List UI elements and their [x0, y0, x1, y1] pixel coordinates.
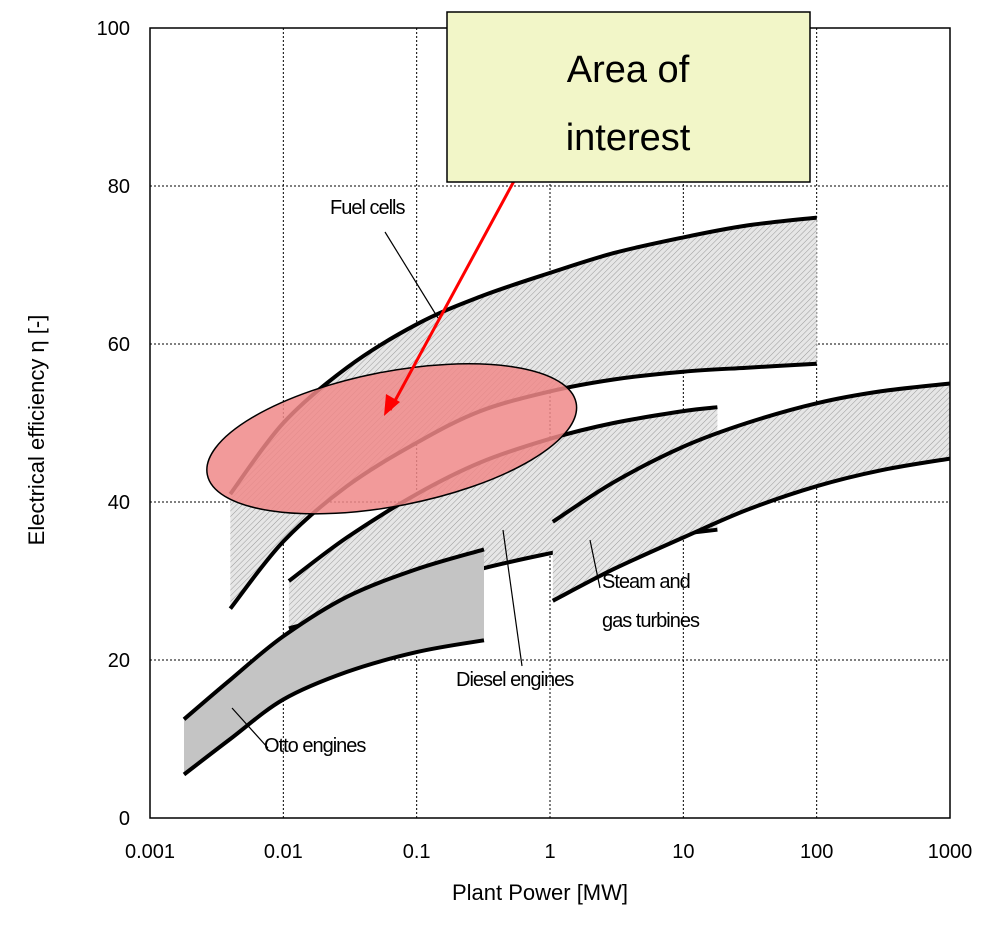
- y-tick-label: 60: [108, 334, 130, 356]
- x-tick-label: 1: [544, 841, 555, 863]
- x-tick-label: 0.01: [264, 841, 303, 863]
- efficiency-bands: [182, 215, 951, 777]
- highlight-ellipse: [206, 363, 578, 515]
- x-axis-title: Plant Power [MW]: [452, 880, 628, 905]
- x-tick-label: 0.1: [403, 841, 431, 863]
- steam-and-gas-turbines-upper-curve: [551, 381, 951, 524]
- otto-engines-leader: [231, 707, 269, 749]
- y-tick-label: 80: [108, 176, 130, 198]
- y-tick-label: 100: [97, 18, 130, 40]
- callout-text-line2: interest: [566, 117, 691, 159]
- otto-engines-upper-curve: [182, 547, 485, 721]
- x-tick-labels: 0.001 0.01 0.1 1 10 100 1000: [125, 841, 972, 863]
- steam-turbines-leader: [589, 539, 601, 589]
- otto-engines-label: Otto engines: [264, 735, 366, 757]
- callout-text-line1: Area of: [567, 49, 690, 91]
- x-tick-label: 1000: [928, 841, 973, 863]
- y-tick-label: 20: [108, 650, 130, 672]
- y-tick-label: 0: [119, 808, 130, 830]
- callout-arrowhead: [384, 394, 400, 416]
- callout-arrow: [388, 169, 522, 411]
- steam-and-gas-turbines-band-area: [552, 383, 950, 601]
- callout-box: [446, 11, 811, 183]
- y-axis-title: Electrical efficiency η [-]: [24, 315, 49, 546]
- x-tick-label: 10: [672, 841, 694, 863]
- diesel-engines-label: Diesel engines: [456, 669, 574, 691]
- fuel-cells-band-area: [230, 217, 817, 609]
- x-tick-label: 0.001: [125, 841, 175, 863]
- steam-turbines-label-line1: Steam and: [602, 571, 690, 593]
- otto-engines-lower-curve: [182, 638, 485, 777]
- steam-turbines-label-line2: gas turbines: [602, 610, 700, 632]
- otto-engines-band-area: [184, 549, 484, 775]
- area-of-interest-highlight: [206, 363, 578, 515]
- fuel-cells-leader: [384, 231, 439, 319]
- x-tick-label: 100: [800, 841, 833, 863]
- diesel-engines-band-area: [288, 407, 718, 629]
- diesel-engines-leader: [502, 529, 523, 667]
- steam-and-gas-turbines-lower-curve: [551, 456, 951, 603]
- y-tick-labels: 0 20 40 60 80 100: [97, 18, 130, 830]
- y-tick-label: 40: [108, 492, 130, 514]
- fuel-cells-label: Fuel cells: [330, 197, 405, 219]
